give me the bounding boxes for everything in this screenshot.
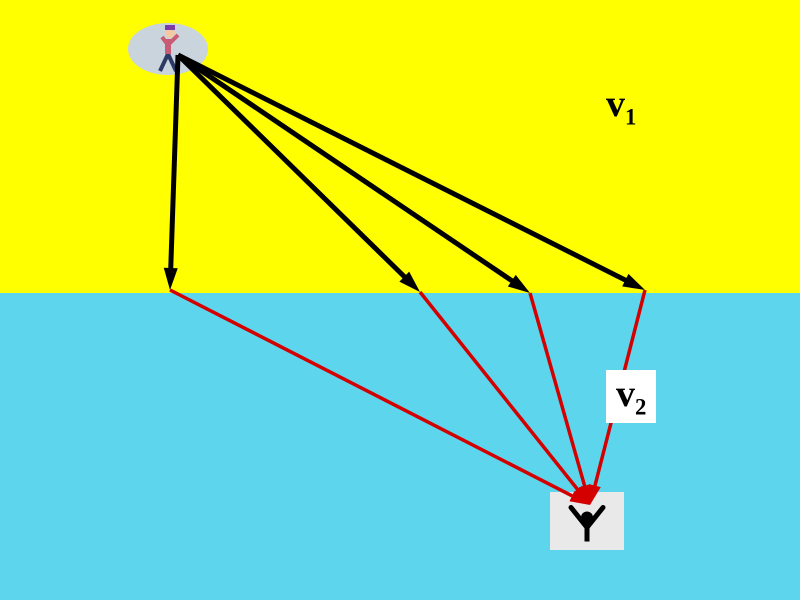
label-v1-base: v xyxy=(606,83,625,125)
label-v2-base: v xyxy=(616,373,635,415)
bottom-region xyxy=(0,293,800,600)
label-v1: v1 xyxy=(606,82,636,131)
label-v2: v2 xyxy=(606,370,656,423)
top-region xyxy=(0,0,800,293)
label-v2-sub: 2 xyxy=(635,395,646,420)
diagram-canvas: v1 v2 xyxy=(0,0,800,600)
label-v1-sub: 1 xyxy=(625,105,636,130)
